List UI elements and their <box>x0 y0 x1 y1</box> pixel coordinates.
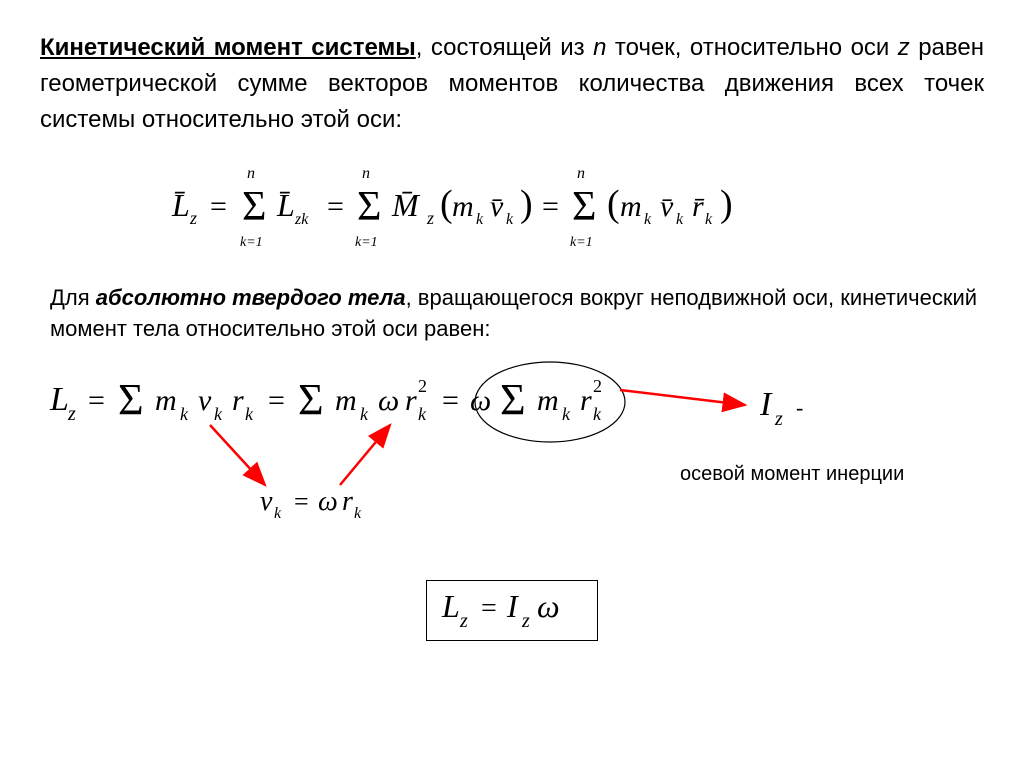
p2-bold: абсолютно твердого тела <box>96 285 406 310</box>
svg-text:L̄: L̄ <box>171 187 190 223</box>
svg-text:k: k <box>214 404 223 424</box>
title-lead: Кинетический момент системы <box>40 34 416 61</box>
svg-text:m: m <box>537 384 559 417</box>
boxed-equation: L z = I z ω <box>426 580 598 641</box>
svg-text:m: m <box>452 190 474 223</box>
svg-text:M̄: M̄ <box>391 187 421 223</box>
svg-text:k: k <box>644 211 652 228</box>
svg-text:m: m <box>335 384 357 417</box>
svg-text:ω: ω <box>537 588 560 624</box>
svg-text:L: L <box>49 381 69 418</box>
svg-text:k: k <box>354 505 362 522</box>
p1-t2: точек, относительно оси <box>606 34 897 61</box>
svg-text:(: ( <box>440 183 453 225</box>
svg-text:k=1: k=1 <box>240 235 263 250</box>
svg-text:n: n <box>247 165 255 182</box>
p1-n: n <box>593 34 606 61</box>
svg-text:=: = <box>88 384 105 417</box>
svg-text:(: ( <box>607 183 620 225</box>
equation-1-block: L̄ z = Σ n k=1 L̄ zk = Σ n k=1 M̄ z ( m … <box>40 158 984 258</box>
svg-text:k: k <box>245 404 254 424</box>
svg-text:n: n <box>577 165 585 182</box>
svg-text:n: n <box>362 165 370 182</box>
svg-text:=: = <box>542 190 559 223</box>
p1-z: z <box>898 34 910 61</box>
svg-text:=: = <box>327 190 344 223</box>
svg-text:r: r <box>342 486 353 517</box>
svg-text:k: k <box>593 404 602 424</box>
svg-text:Σ: Σ <box>500 375 526 424</box>
svg-text:осевой момент инерции: осевой момент инерции <box>680 463 904 485</box>
paragraph-1: Кинетический момент системы, состоящей и… <box>40 30 984 138</box>
svg-text:=: = <box>481 593 497 624</box>
svg-text:r: r <box>405 384 417 417</box>
svg-text:Σ: Σ <box>357 184 381 230</box>
svg-text:Σ: Σ <box>242 184 266 230</box>
svg-text:k: k <box>676 211 684 228</box>
svg-text:=: = <box>294 487 309 516</box>
p2-t1: Для <box>50 285 96 310</box>
svg-text:v: v <box>198 384 212 417</box>
svg-text:): ) <box>720 183 733 225</box>
svg-text:k: k <box>562 404 571 424</box>
svg-text:m: m <box>155 384 177 417</box>
svg-text:Σ: Σ <box>118 375 144 424</box>
svg-text:v̄: v̄ <box>490 190 504 223</box>
svg-text:v: v <box>260 486 273 517</box>
svg-text:L̄: L̄ <box>276 187 295 223</box>
svg-text:z: z <box>774 408 783 430</box>
svg-text:v̄: v̄ <box>660 190 674 223</box>
svg-text:m: m <box>620 190 642 223</box>
p1-t1: , состоящей из <box>416 34 593 61</box>
svg-text:I: I <box>506 588 519 624</box>
svg-text:Σ: Σ <box>298 375 324 424</box>
svg-text:-: - <box>796 395 803 420</box>
svg-text:k: k <box>274 505 282 522</box>
svg-text:z: z <box>426 208 434 228</box>
svg-text:Σ: Σ <box>572 184 596 230</box>
svg-text:): ) <box>520 183 533 225</box>
equation-2-wrapper: L z = Σ m k v k r k = Σ m k ω r k 2 = ω … <box>40 360 984 565</box>
svg-text:k: k <box>418 404 427 424</box>
svg-text:r: r <box>580 384 592 417</box>
svg-text:z: z <box>521 610 530 629</box>
svg-text:r: r <box>232 384 244 417</box>
svg-text:ω: ω <box>470 384 491 417</box>
svg-text:z: z <box>459 610 468 629</box>
equation-1-svg: L̄ z = Σ n k=1 L̄ zk = Σ n k=1 M̄ z ( m … <box>152 158 872 253</box>
svg-text:k: k <box>360 404 369 424</box>
svg-text:k=1: k=1 <box>570 235 593 250</box>
svg-text:=: = <box>442 384 459 417</box>
svg-text:L: L <box>441 588 460 624</box>
svg-text:=: = <box>268 384 285 417</box>
equation-2-svg: L z = Σ m k v k r k = Σ m k ω r k 2 = ω … <box>40 360 1000 560</box>
svg-text:2: 2 <box>593 376 602 396</box>
svg-text:ω: ω <box>318 486 338 517</box>
svg-text:ω: ω <box>378 384 399 417</box>
svg-text:k: k <box>506 211 514 228</box>
svg-text:z: z <box>189 208 197 228</box>
svg-text:k: k <box>476 211 484 228</box>
svg-text:zk: zk <box>294 211 309 228</box>
svg-text:I: I <box>759 386 773 423</box>
equation-3-block: L z = I z ω <box>40 580 984 641</box>
svg-text:k=1: k=1 <box>355 235 378 250</box>
svg-text:k: k <box>180 404 189 424</box>
svg-text:k: k <box>705 211 713 228</box>
svg-text:=: = <box>210 190 227 223</box>
paragraph-2: Для абсолютно твердого тела, вращающегос… <box>50 283 984 345</box>
equation-3-svg: L z = I z ω <box>437 587 587 629</box>
svg-text:2: 2 <box>418 376 427 396</box>
svg-text:z: z <box>67 403 76 425</box>
svg-text:r̄: r̄ <box>692 190 705 223</box>
